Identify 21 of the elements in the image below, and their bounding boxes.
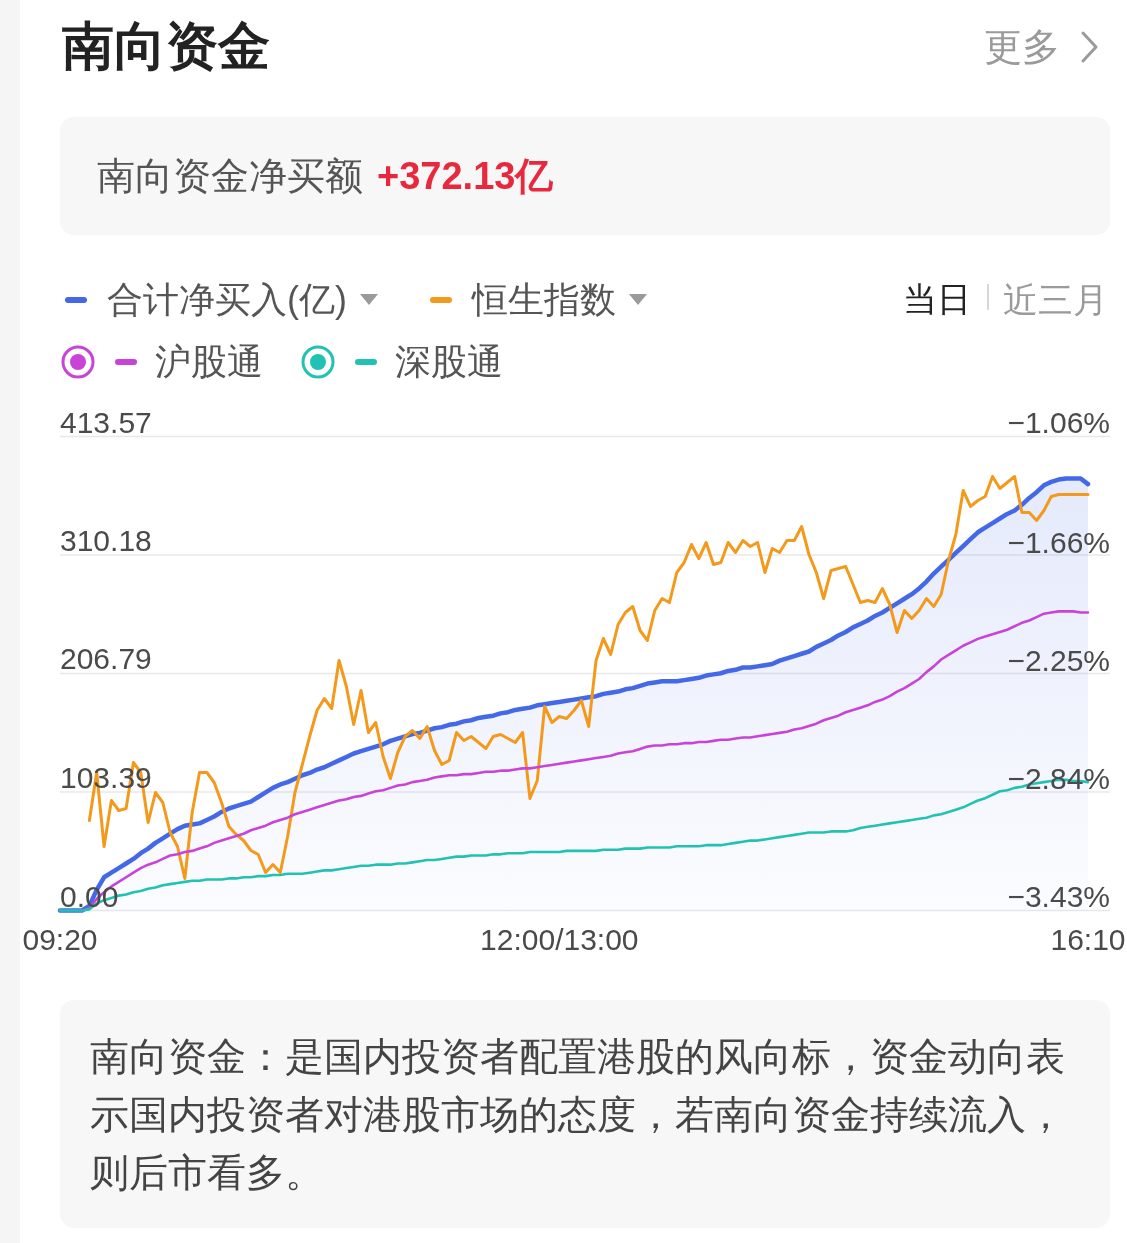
y2-tick-label: −1.66% [1007, 525, 1110, 559]
text: 近三月 [1003, 278, 1108, 321]
x-tick-label: 12:00/13:00 [480, 923, 639, 956]
text: 更多 [984, 24, 1060, 70]
y2-tick-label: −1.06% [1007, 405, 1110, 439]
legend-label: 深股通 [395, 339, 503, 384]
y2-tick-label: −3.43% [1007, 879, 1110, 913]
legend-label: 恒生指数 [471, 277, 616, 322]
legend-label: 沪股通 [155, 339, 263, 384]
text: +372.13亿 [377, 153, 554, 199]
y-tick-label: 206.79 [60, 642, 152, 676]
legend-label: 合计净买入(亿) [107, 277, 347, 322]
y2-tick-label: −2.25% [1007, 643, 1110, 677]
y-tick-label: 413.57 [60, 405, 152, 439]
text: 南向资金：是国内投资者配置港股的风向标，资金动向表示国内投资者对港股市场的态度，若南向资金持续流入，则后市看多。 [90, 1034, 1066, 1196]
text: 当日 [903, 279, 971, 320]
text: 南向资金净买额 [97, 153, 363, 199]
y-tick-label: 310.18 [60, 524, 152, 557]
chart-title: 南向资金 [62, 16, 270, 77]
x-tick-label: 16:10 [1050, 923, 1126, 956]
x-tick-label: 09:20 [22, 923, 98, 956]
